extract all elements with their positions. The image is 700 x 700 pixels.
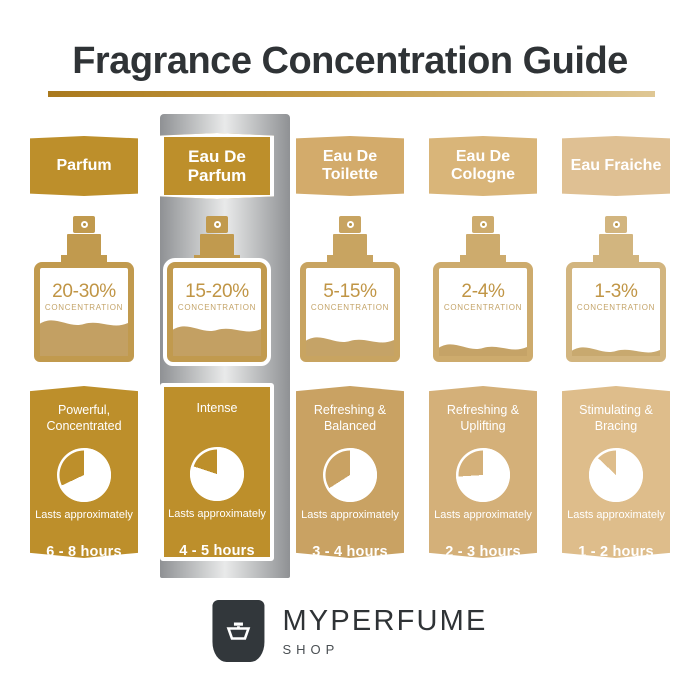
card-title: Refreshing & Balanced	[313, 403, 387, 433]
bottle-liquid-level	[439, 339, 527, 356]
concentration-caption: CONCENTRATION	[443, 303, 523, 312]
longevity-card[interactable]: Stimulating & Bracing Lasts approximately…	[562, 386, 670, 558]
page-title: Fragrance Concentration Guide	[72, 40, 628, 82]
bottle-neck	[460, 255, 506, 264]
longevity-pie-chart	[323, 448, 377, 502]
category-badge-label: Eau De Cologne	[451, 148, 515, 183]
category-badge[interactable]: Eau Fraiche	[562, 136, 670, 196]
bottle-cap	[333, 234, 367, 256]
logo-subtitle: SHOP	[282, 641, 340, 657]
duration-value: 1 - 2 hours	[578, 544, 654, 560]
longevity-card[interactable]: Powerful, Concentrated Lasts approximatel…	[30, 386, 138, 558]
category-badge-label: Parfum	[56, 157, 112, 175]
lasts-label: Lasts approximately	[168, 508, 266, 520]
perfume-bottle-icon: 2-4% CONCENTRATION	[429, 214, 537, 366]
longevity-pie-chart	[589, 448, 643, 502]
bottle-liquid-level	[40, 315, 128, 356]
concentration-readout: 2-4% CONCENTRATION	[439, 282, 527, 312]
category-badge[interactable]: Eau De Toilette	[296, 136, 404, 196]
lasts-label: Lasts approximately	[434, 509, 532, 521]
concentration-readout: 1-3% CONCENTRATION	[572, 282, 660, 312]
bottle-neck	[593, 255, 639, 264]
logo-name: MYPERFUME	[282, 604, 488, 637]
concentration-readout: 20-30% CONCENTRATION	[40, 282, 128, 312]
lasts-label: Lasts approximately	[301, 509, 399, 521]
concentration-percent: 5-15%	[323, 281, 377, 302]
concentration-readout: 15-20% CONCENTRATION	[173, 282, 261, 312]
concentration-caption: CONCENTRATION	[310, 303, 390, 312]
nozzle-dot-icon	[479, 221, 487, 228]
longevity-pie-chart	[57, 448, 111, 502]
concentration-caption: CONCENTRATION	[177, 303, 257, 312]
card-title: Stimulating & Bracing	[579, 403, 653, 433]
category-badge[interactable]: Eau De Parfum	[160, 133, 274, 199]
fragrance-column: Parfum 20-30% CONCENTRATION Powerful, Conce…	[30, 0, 150, 700]
nozzle-dot-icon	[346, 221, 354, 228]
fragrance-column: Eau De Parfum 15-20% CONCENTRATION Intense L…	[160, 0, 283, 700]
concentration-percent: 2-4%	[461, 281, 505, 302]
category-badge-label: Eau De Toilette	[322, 148, 378, 183]
concentration-caption: CONCENTRATION	[576, 303, 656, 312]
concentration-caption: CONCENTRATION	[44, 303, 124, 312]
perfume-bottle-icon: 5-15% CONCENTRATION	[296, 214, 404, 366]
nozzle-dot-icon	[80, 221, 88, 228]
concentration-percent: 15-20%	[185, 281, 249, 302]
lasts-label: Lasts approximately	[567, 509, 665, 521]
bottle-nozzle-icon	[339, 216, 361, 233]
bottle-body: 2-4% CONCENTRATION	[433, 262, 533, 362]
fragrance-column: Eau De Toilette 5-15% CONCENTRATION Refresh…	[296, 0, 416, 700]
longevity-pie-chart	[456, 448, 510, 502]
bottle-liquid-level	[572, 342, 660, 356]
card-title: Powerful, Concentrated	[46, 403, 122, 433]
bottle-cap	[466, 234, 500, 256]
perfume-bottle-icon: 15-20% CONCENTRATION	[163, 214, 271, 366]
bottle-body: 20-30% CONCENTRATION	[34, 262, 134, 362]
category-badge[interactable]: Eau De Cologne	[429, 136, 537, 196]
bottle-liquid-level	[306, 332, 394, 356]
duration-value: 4 - 5 hours	[179, 543, 255, 559]
bottle-nozzle-icon	[472, 216, 494, 233]
bottle-body: 5-15% CONCENTRATION	[300, 262, 400, 362]
title-accent-bar	[48, 91, 655, 97]
fragrance-column: Eau De Cologne 2-4% CONCENTRATION Refreshin…	[429, 0, 549, 700]
longevity-pie-chart	[190, 447, 244, 501]
bottle-body: 15-20% CONCENTRATION	[163, 258, 271, 366]
longevity-card[interactable]: Refreshing & Uplifting Lasts approximatel…	[429, 386, 537, 558]
duration-value: 6 - 8 hours	[46, 544, 122, 560]
bottle-liquid-level	[173, 321, 261, 356]
bottle-neck	[327, 255, 373, 264]
bottle-body: 1-3% CONCENTRATION	[566, 262, 666, 362]
category-badge[interactable]: Parfum	[30, 136, 138, 196]
bottle-nozzle-icon	[206, 216, 228, 233]
category-badge-label: Eau De Parfum	[187, 146, 247, 185]
lasts-label: Lasts approximately	[35, 509, 133, 521]
duration-value: 3 - 4 hours	[312, 544, 388, 560]
bottle-neck	[61, 255, 107, 264]
longevity-card[interactable]: Refreshing & Balanced Lasts approximately…	[296, 386, 404, 558]
bottle-nozzle-icon	[73, 216, 95, 233]
card-title: Intense	[196, 401, 238, 415]
duration-value: 2 - 3 hours	[445, 544, 521, 560]
concentration-readout: 5-15% CONCENTRATION	[306, 282, 394, 312]
concentration-percent: 20-30%	[52, 281, 116, 302]
category-badge-label: Eau Fraiche	[570, 157, 662, 175]
brand-logo: MYPERFUME SHOP	[0, 600, 700, 672]
nozzle-dot-icon	[213, 221, 221, 228]
perfume-bottle-icon: 1-3% CONCENTRATION	[562, 214, 670, 366]
bottle-nozzle-icon	[605, 216, 627, 233]
nozzle-dot-icon	[612, 221, 620, 228]
fragrance-column: Eau Fraiche 1-3% CONCENTRATION Stimulating …	[562, 0, 682, 700]
longevity-card[interactable]: Intense Lasts approximately 4 - 5 hours	[160, 383, 274, 561]
bottle-neck	[194, 255, 240, 264]
bottle-cap	[599, 234, 633, 256]
bottle-cap	[200, 234, 234, 256]
perfume-bottle-icon: 20-30% CONCENTRATION	[30, 214, 138, 366]
card-title: Refreshing & Uplifting	[446, 403, 520, 433]
bottle-cap	[67, 234, 101, 256]
logo-mark-icon	[212, 600, 265, 662]
concentration-percent: 1-3%	[594, 281, 638, 302]
